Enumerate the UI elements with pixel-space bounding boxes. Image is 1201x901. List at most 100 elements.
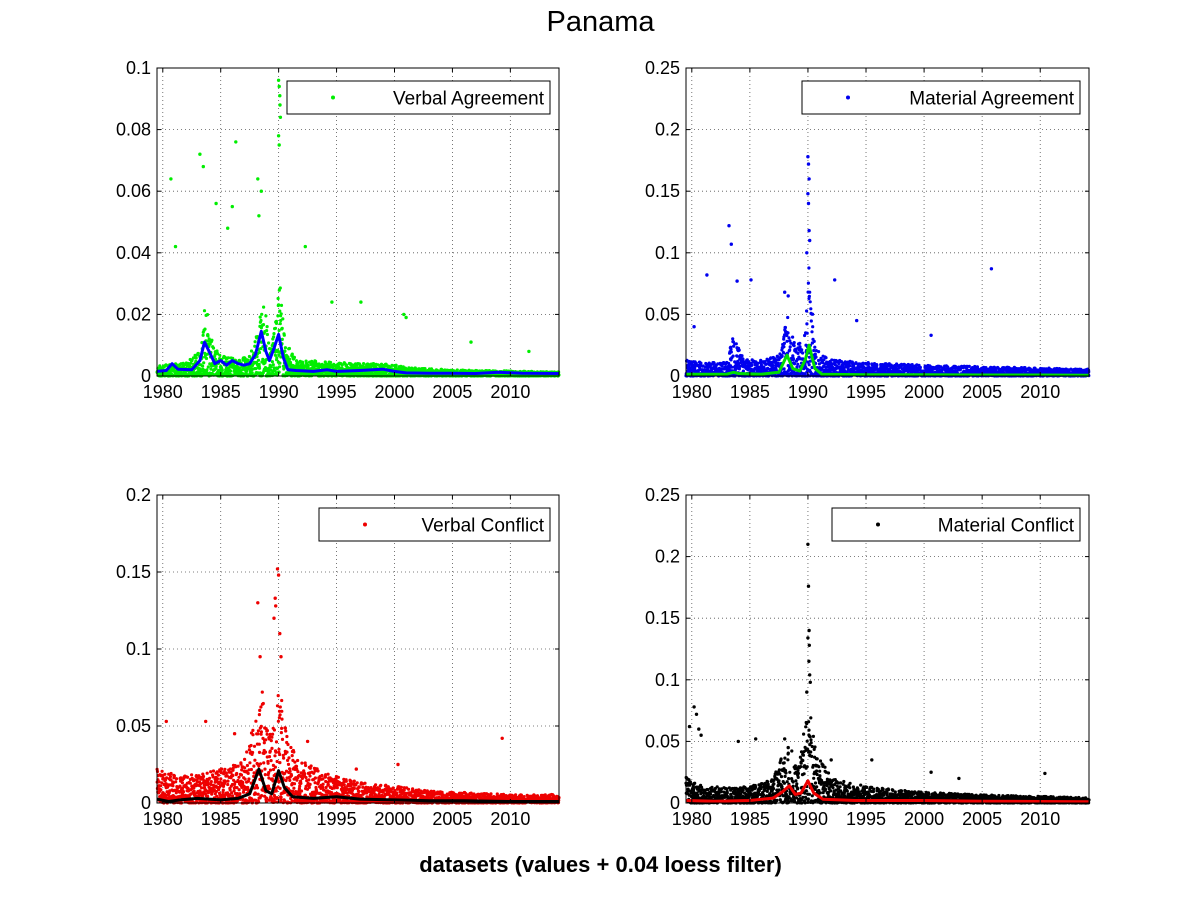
scatter-point	[735, 279, 739, 283]
scatter-point	[274, 371, 278, 375]
scatter-point	[201, 364, 205, 368]
scatter-point	[275, 356, 279, 360]
scatter-point	[967, 364, 971, 368]
scatter-point	[273, 353, 277, 357]
scatter-point	[278, 309, 282, 313]
scatter-point	[792, 344, 796, 348]
scatter-point	[271, 363, 275, 367]
scatter-point	[205, 368, 209, 372]
scatter-point	[782, 345, 786, 349]
scatter-point	[202, 368, 206, 373]
scatter-point	[786, 331, 790, 335]
scatter-point	[256, 358, 261, 362]
scatter-point	[277, 328, 281, 333]
scatter-point	[808, 238, 812, 243]
scatter-point	[855, 318, 859, 323]
scatter-point	[272, 332, 276, 336]
scatter-point	[918, 365, 922, 369]
scatter-point	[283, 346, 287, 350]
scatter-point	[213, 352, 217, 357]
scatter-point	[806, 201, 811, 206]
y-tick-label: 0.15	[645, 181, 680, 201]
scatter-point	[314, 362, 318, 366]
y-tick-label: 0.2	[655, 120, 680, 140]
scatter-point	[254, 367, 258, 371]
scatter-point	[741, 357, 745, 361]
scatter-point	[394, 363, 398, 367]
scatter-point	[786, 294, 790, 298]
scatter-point	[249, 349, 254, 353]
scatter-point	[253, 344, 257, 348]
scatter-point	[807, 228, 811, 233]
scatter-point	[208, 342, 212, 346]
scatter-point	[469, 340, 473, 344]
scatter-point	[737, 348, 741, 352]
scatter-point	[278, 94, 282, 98]
scatter-point	[274, 321, 279, 325]
scatter-point	[215, 349, 219, 353]
scatter-point	[806, 192, 810, 196]
scatter-point	[731, 354, 735, 358]
x-tick-label: 1995	[846, 382, 886, 402]
scatter-point	[276, 350, 280, 354]
scatter-point	[875, 363, 879, 368]
scatter-point	[267, 341, 271, 345]
scatter-point	[800, 348, 804, 352]
scatter-point	[269, 365, 273, 369]
scatter-point	[359, 300, 363, 304]
scatter-point	[262, 305, 266, 309]
scatter-point	[833, 278, 837, 282]
scatter-point	[808, 300, 812, 304]
scatter-point	[782, 341, 787, 345]
x-tick-label: 1990	[788, 382, 828, 402]
scatter-point	[272, 335, 276, 339]
scatter-point	[810, 330, 814, 334]
scatter-point	[238, 366, 242, 370]
scatter-point	[234, 140, 238, 144]
scatter-point	[230, 204, 234, 209]
scatter-point	[277, 84, 281, 89]
scatter-point	[791, 357, 796, 361]
legend: Verbal Agreement	[286, 80, 551, 115]
scatter-point	[277, 143, 281, 147]
scatter-point	[280, 326, 284, 330]
scatter-point	[202, 309, 207, 313]
scatter-point	[809, 307, 813, 311]
scatter-point	[256, 371, 260, 375]
legend-marker	[331, 95, 335, 100]
scatter-point	[203, 327, 207, 331]
y-tick-label: 0	[670, 366, 680, 386]
scatter-point	[214, 364, 218, 368]
scatter-point	[278, 286, 282, 290]
scatter-point	[362, 362, 366, 366]
scatter-point	[265, 332, 269, 337]
scatter-point	[277, 365, 282, 369]
scatter-point	[729, 347, 733, 351]
scatter-point	[729, 350, 733, 354]
scatter-point	[801, 351, 805, 355]
scatter-point	[253, 340, 257, 344]
scatter-point	[729, 242, 733, 246]
scatter-point	[734, 342, 738, 346]
scatter-point	[202, 361, 206, 365]
scatter-point	[294, 359, 299, 363]
legend-marker	[846, 95, 850, 100]
scatter-point	[330, 300, 334, 304]
scatter-point	[705, 273, 709, 277]
scatter-point	[278, 322, 282, 326]
scatter-point	[811, 312, 815, 316]
scatter-point	[198, 152, 202, 156]
scatter-point	[228, 369, 233, 373]
x-tick-label: 2010	[1020, 382, 1060, 402]
scatter-point	[189, 361, 193, 365]
scatter-point	[246, 358, 250, 362]
scatter-point	[989, 267, 994, 271]
scatter-point	[727, 224, 731, 228]
x-tick-label: 1990	[259, 382, 299, 402]
scatter-point	[257, 350, 262, 355]
scatter-point	[782, 367, 786, 371]
scatter-point	[788, 345, 792, 349]
scatter-point	[808, 290, 812, 294]
x-tick-label: 2010	[490, 382, 530, 402]
